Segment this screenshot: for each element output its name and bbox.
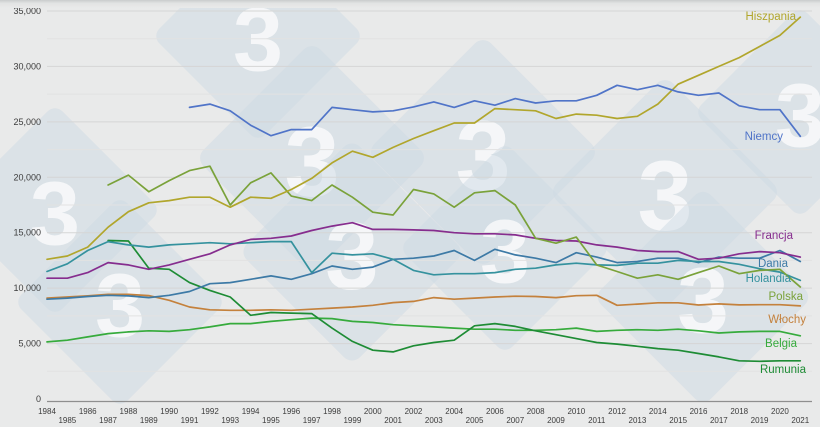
x-axis-tick-label: 1984 bbox=[38, 407, 56, 416]
x-axis-tick-label: 2021 bbox=[791, 416, 809, 425]
watermark-3-glyph: 3 bbox=[325, 203, 378, 310]
series-label-wlochy: Włochy bbox=[768, 314, 806, 326]
series-label-niemcy: Niemcy bbox=[745, 131, 784, 143]
x-axis-tick-label: 1989 bbox=[140, 416, 158, 425]
x-axis-tick-label: 1991 bbox=[181, 416, 199, 425]
x-axis-tick-label: 1999 bbox=[343, 416, 361, 425]
y-axis-tick-label: 0 bbox=[36, 394, 41, 404]
x-axis-tick-label: 1985 bbox=[58, 416, 76, 425]
series-label-dania: Dania bbox=[758, 258, 789, 270]
x-axis-tick-label: 2011 bbox=[588, 416, 606, 425]
x-axis-tick-label: 1992 bbox=[201, 407, 219, 416]
x-axis-tick-label: 1998 bbox=[323, 407, 341, 416]
y-axis-tick-label: 5,000 bbox=[18, 339, 41, 349]
x-axis-tick-label: 2002 bbox=[405, 407, 423, 416]
watermark-3-glyph: 3 bbox=[775, 67, 820, 167]
x-axis-tick-label: 2015 bbox=[669, 416, 687, 425]
x-axis-tick-label: 1986 bbox=[79, 407, 97, 416]
x-axis-tick-label: 2007 bbox=[506, 416, 524, 425]
x-axis-tick-label: 2000 bbox=[364, 407, 382, 416]
x-axis-tick-label: 1995 bbox=[262, 416, 280, 425]
x-axis-tick-label: 2001 bbox=[384, 416, 402, 425]
series-label-holandia: Holandia bbox=[746, 273, 792, 285]
series-line-francja bbox=[46, 221, 802, 280]
series-line-rumunia bbox=[107, 239, 802, 363]
series-line-hiszpania bbox=[46, 16, 802, 261]
x-axis-tick-label: 2018 bbox=[730, 407, 748, 416]
y-axis-tick-label: 15,000 bbox=[13, 228, 41, 238]
x-axis-tick-label: 1988 bbox=[120, 407, 138, 416]
x-axis-tick-label: 2020 bbox=[771, 407, 789, 416]
x-axis-tick-label: 2013 bbox=[629, 416, 647, 425]
x-axis-tick-label: 2006 bbox=[486, 407, 504, 416]
watermark-3-glyph: 3 bbox=[677, 249, 729, 353]
y-axis-tick-label: 35,000 bbox=[13, 6, 41, 16]
x-axis-tick-label: 2009 bbox=[547, 416, 565, 425]
x-axis-tick-label: 2008 bbox=[527, 407, 545, 416]
x-axis-tick-label: 1993 bbox=[221, 416, 239, 425]
x-axis-tick-label: 1996 bbox=[282, 407, 300, 416]
series-line-belgia bbox=[46, 317, 802, 343]
y-axis-tick-label: 25,000 bbox=[13, 117, 41, 127]
series-line-wlochy bbox=[46, 293, 802, 312]
y-axis-tick-label: 20,000 bbox=[13, 172, 41, 182]
x-axis-tick-label: 1987 bbox=[99, 416, 117, 425]
x-axis-tick-label: 2004 bbox=[445, 407, 463, 416]
series-line-dania bbox=[46, 248, 802, 301]
y-axis-tick-label: 30,000 bbox=[13, 61, 41, 71]
x-axis-tick-label: 2019 bbox=[751, 416, 769, 425]
series-label-hiszpania: Hiszpania bbox=[746, 11, 797, 23]
watermark-3-glyph: 3 bbox=[95, 257, 145, 357]
series-label-belgia: Belgia bbox=[765, 338, 798, 350]
series-line-holandia bbox=[46, 240, 802, 282]
x-axis-tick-label: 2016 bbox=[690, 407, 708, 416]
series-line-niemcy bbox=[188, 84, 802, 138]
watermark-3-glyph: 3 bbox=[233, 0, 283, 91]
x-axis-tick-label: 2014 bbox=[649, 407, 667, 416]
x-axis-tick-label: 2012 bbox=[608, 407, 626, 416]
watermark-diamond bbox=[597, 191, 809, 403]
x-axis-tick-label: 2010 bbox=[567, 407, 585, 416]
x-axis-tick-label: 1997 bbox=[303, 416, 321, 425]
watermark-diamond bbox=[698, 10, 820, 214]
series-label-francja: Francja bbox=[755, 230, 794, 242]
y-axis-tick-label: 10,000 bbox=[13, 283, 41, 293]
series-line-polska bbox=[107, 165, 802, 288]
series-label-polska: Polska bbox=[768, 291, 803, 303]
x-axis-tick-label: 2003 bbox=[425, 416, 443, 425]
series-label-rumunia: Rumunia bbox=[760, 364, 807, 376]
x-axis-tick-label: 2005 bbox=[466, 416, 484, 425]
watermark-diamond bbox=[18, 200, 222, 404]
x-axis-tick-label: 1990 bbox=[160, 407, 178, 416]
x-axis-tick-label: 2017 bbox=[710, 416, 728, 425]
x-axis-tick-label: 1994 bbox=[242, 407, 260, 416]
